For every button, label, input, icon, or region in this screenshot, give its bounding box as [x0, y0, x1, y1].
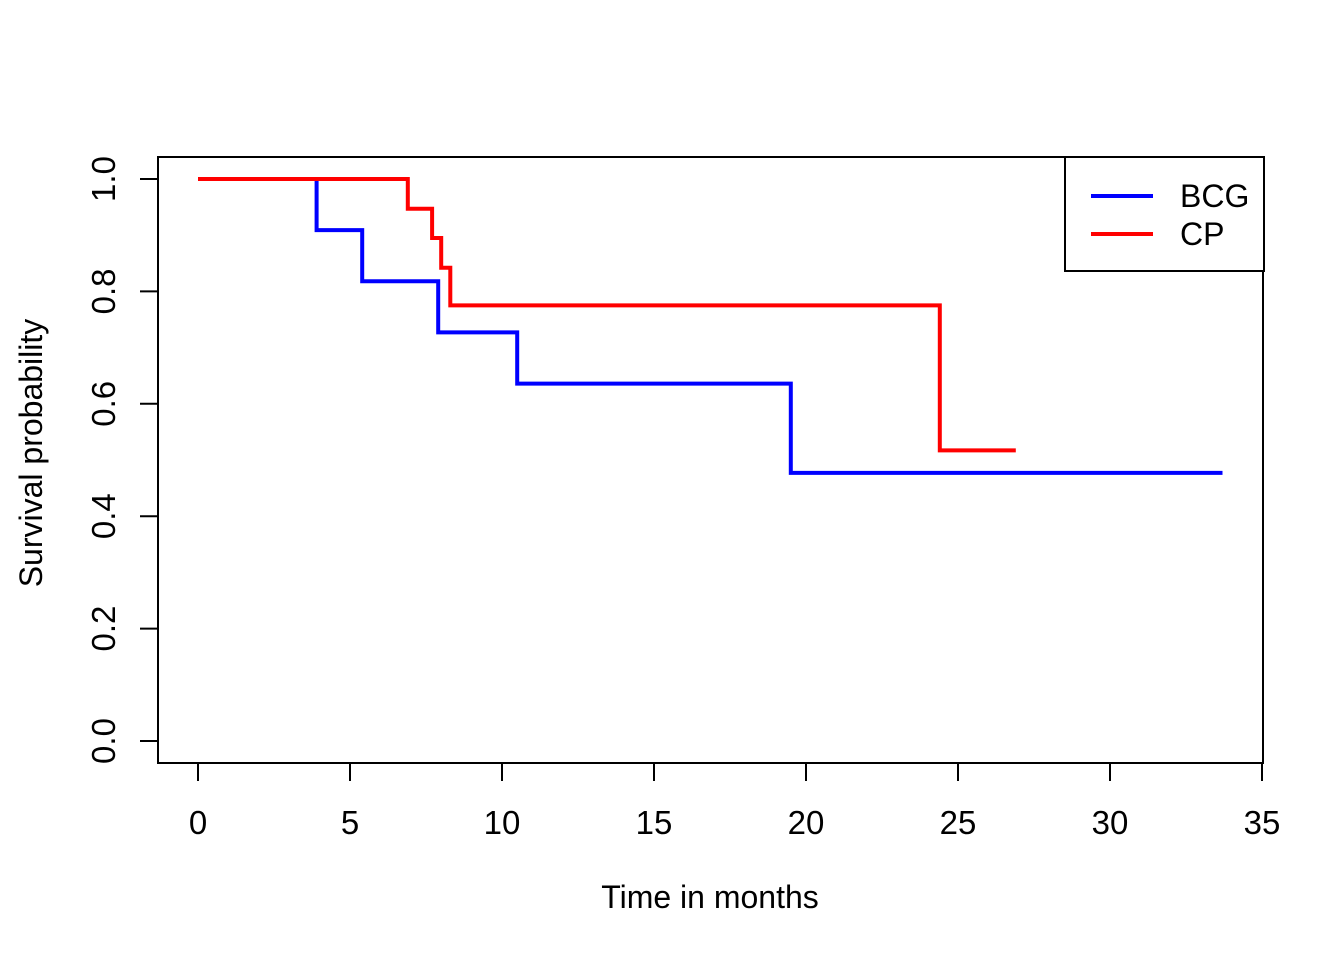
- plot-border: [157, 156, 1264, 764]
- y-axis-tick-label: 0.2: [85, 606, 122, 652]
- x-axis-tick-label: 5: [341, 804, 359, 841]
- y-axis-tick-label: 1.0: [85, 156, 122, 202]
- x-axis-tick-label: 20: [788, 804, 825, 841]
- y-axis-title: Survival probability: [13, 319, 49, 588]
- x-axis-title: Time in months: [601, 879, 819, 915]
- legend-box: [1064, 156, 1265, 272]
- survival-curve-bcg: [198, 177, 1223, 475]
- y-axis-tick-label: 0.0: [85, 718, 122, 764]
- x-axis-tick-label: 30: [1092, 804, 1129, 841]
- legend-label-cp: CP: [1180, 216, 1224, 252]
- y-axis-tick-label: 0.8: [85, 268, 122, 314]
- x-axis-tick-label: 10: [484, 804, 521, 841]
- survival-curve-cp: [198, 177, 1016, 453]
- y-axis-tick-label: 0.6: [85, 381, 122, 427]
- x-axis-tick-label: 0: [189, 804, 207, 841]
- x-axis-tick-label: 15: [636, 804, 673, 841]
- legend-label-bcg: BCG: [1180, 178, 1249, 214]
- y-axis-tick-label: 0.4: [85, 493, 122, 539]
- x-axis-tick-label: 25: [940, 804, 977, 841]
- x-axis-tick-label: 35: [1244, 804, 1281, 841]
